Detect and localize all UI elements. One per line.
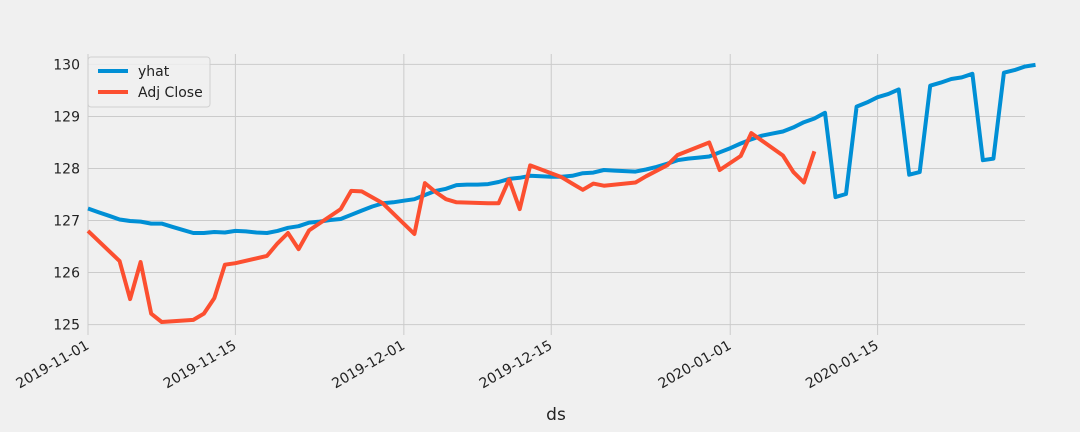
legend: yhat Adj Close — [87, 56, 211, 108]
series-line-yhat — [87, 62, 1036, 235]
y-tick-label: 129 — [53, 109, 80, 125]
series-lines — [86, 62, 1036, 324]
x-tick-label: 2019-11-01 — [14, 338, 92, 393]
y-axis: 125 126 127 128 129 130 — [53, 57, 80, 333]
y-tick-label: 130 — [53, 57, 80, 73]
x-tick-label: 2020-01-01 — [656, 338, 734, 393]
x-axis: 2019-11-01 2019-11-15 2019-12-01 2019-12-15… — [14, 338, 882, 393]
y-tick-label: 126 — [53, 266, 80, 282]
x-tick-label: 2020-01-15 — [803, 338, 881, 393]
x-axis-label: ds — [546, 405, 566, 425]
x-tick-label: 2019-12-15 — [477, 338, 555, 393]
x-tick-label: 2019-11-15 — [161, 338, 239, 393]
grid — [87, 54, 1025, 335]
series-line-adj-close — [86, 131, 817, 324]
y-tick-label: 125 — [53, 318, 80, 334]
legend-label-adj-close: Adj Close — [138, 85, 203, 101]
y-tick-label: 128 — [53, 161, 80, 177]
x-tick-label: 2019-12-01 — [329, 338, 407, 393]
legend-label-yhat: yhat — [138, 64, 170, 80]
y-tick-label: 127 — [53, 214, 80, 230]
